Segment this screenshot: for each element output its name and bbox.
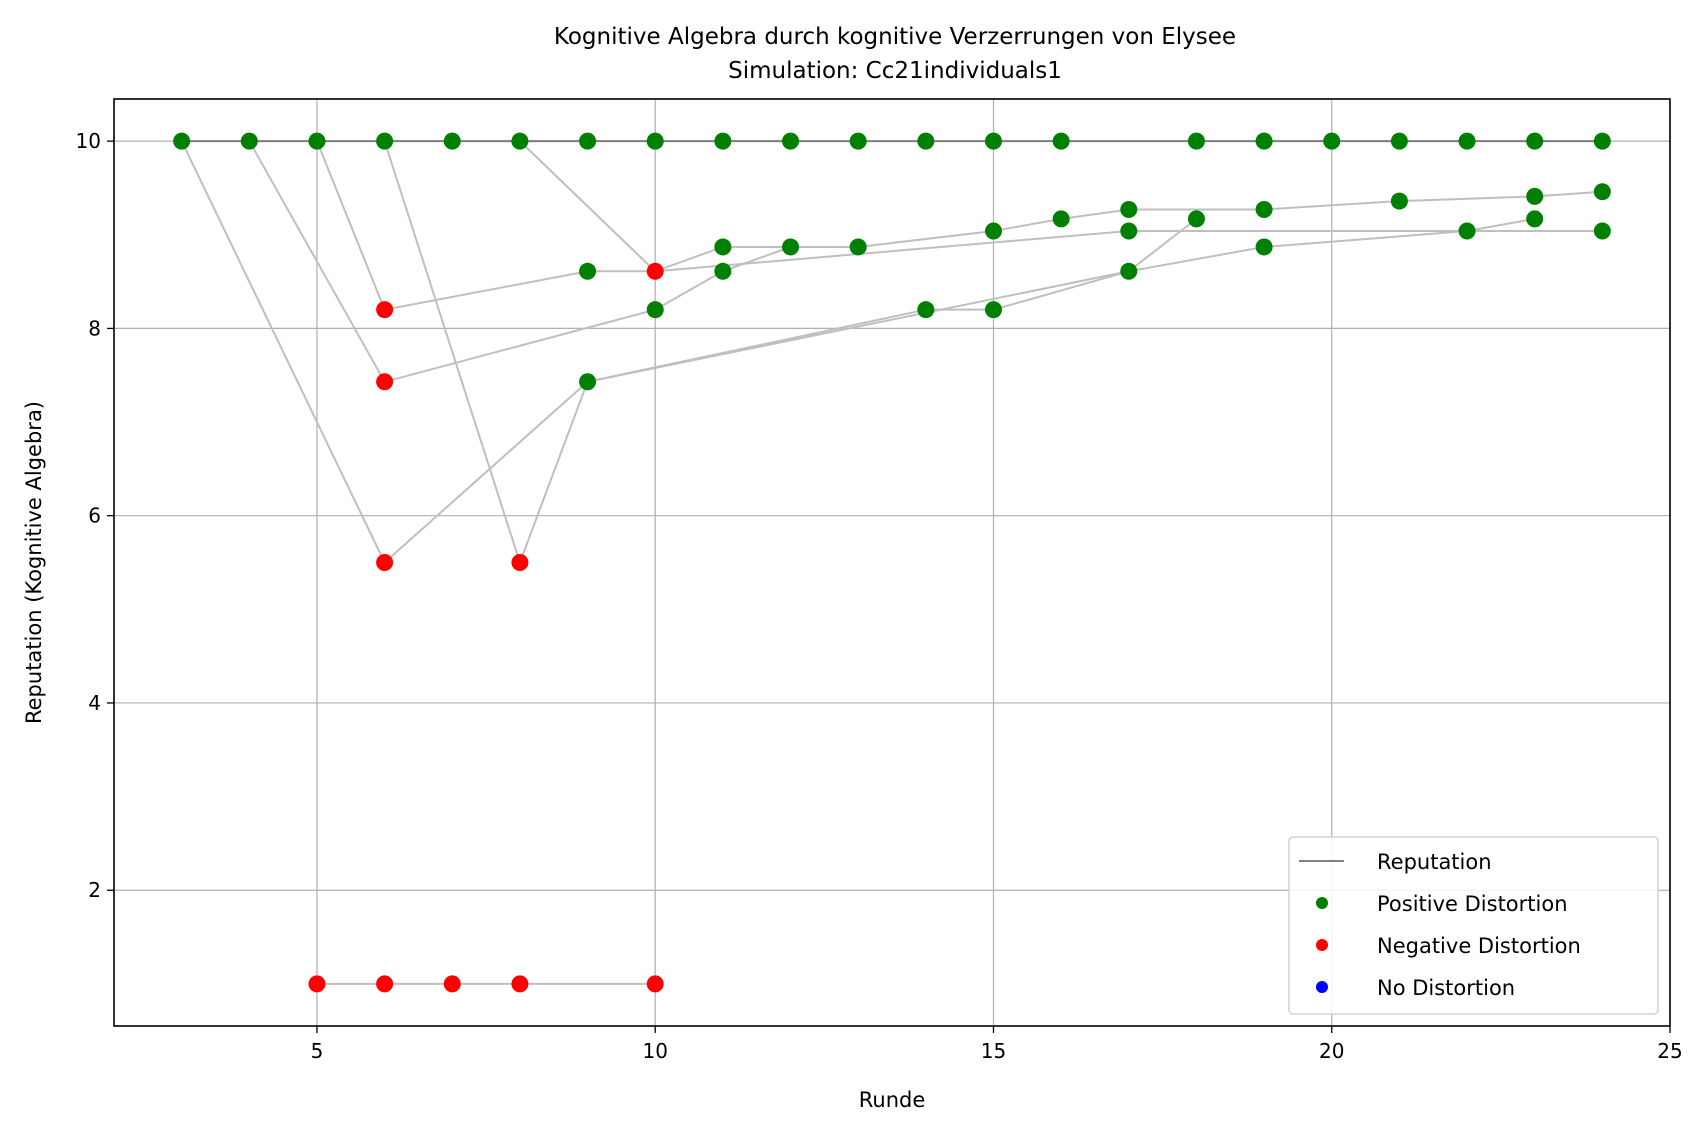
positive-distortion-point [1526, 210, 1544, 228]
plot-frame [113, 98, 1671, 1027]
legend-negative-distortion-swatch [1316, 939, 1328, 951]
y-tick-label: 4 [88, 691, 101, 715]
legend-no-distortion-swatch [1316, 981, 1328, 993]
negative-distortion-point [443, 975, 461, 993]
legend-box [1288, 836, 1659, 1015]
positive-distortion-point [579, 262, 597, 280]
y-tick-label: 8 [88, 316, 101, 340]
y-axis-label: Reputation (Kognitive Algebra) [22, 401, 46, 724]
positive-distortion-point [173, 132, 191, 150]
positive-distortion-point [1458, 132, 1476, 150]
positive-distortion-point [1255, 200, 1273, 218]
negative-distortion-point [376, 554, 394, 571]
positive-distortion-point [984, 222, 1002, 240]
connector-line [519, 140, 1603, 273]
positive-distortion-point [1120, 222, 1138, 240]
positive-distortion-point [1120, 262, 1138, 280]
x-axis-label: Runde [859, 1088, 926, 1112]
legend-reputation-label: Reputation [1377, 850, 1492, 874]
negative-distortion-point [376, 975, 394, 993]
positive-distortion-point [1593, 132, 1611, 150]
positive-distortion-point [1187, 210, 1205, 228]
positive-distortion-point [1458, 222, 1476, 240]
positive-distortion-point [714, 262, 732, 280]
positive-distortion-point [1120, 200, 1138, 218]
negative-distortion-point [376, 373, 394, 391]
negative-distortion-point [376, 301, 394, 319]
positive-distortion-point [1255, 132, 1273, 150]
x-tick-label: 10 [642, 1039, 667, 1063]
negative-distortion-point [646, 975, 664, 993]
connector-line [248, 140, 1603, 383]
positive-distortion-point [849, 238, 867, 256]
positive-distortion-point [511, 132, 529, 150]
positive-distortion-point [917, 301, 935, 319]
positive-distortion-point [1323, 132, 1341, 150]
negative-distortion-point [308, 975, 326, 993]
positive-distortion-point [714, 132, 732, 150]
positive-distortion-point [308, 132, 326, 150]
x-tick-label: 5 [311, 1039, 324, 1063]
negative-distortion-point [646, 262, 664, 280]
negative-distortion-point [511, 975, 529, 993]
x-axis-ticks: 5 10 15 20 25 [311, 1026, 1683, 1063]
legend-positive-distortion-swatch [1316, 897, 1328, 909]
positive-distortion-point [1052, 210, 1070, 228]
legend-negative-distortion-label: Negative Distortion [1377, 934, 1581, 958]
chart-subtitle: Simulation: Cc21individuals1 [728, 58, 1062, 84]
legend-no-distortion-label: No Distortion [1377, 976, 1515, 1000]
positive-distortion-point [1187, 132, 1205, 150]
positive-distortion-point [1255, 238, 1273, 256]
positive-distortion-point [646, 132, 664, 150]
negative-distortion-point [511, 554, 529, 571]
positive-distortion-point [646, 301, 664, 319]
positive-distortion-point [1526, 132, 1544, 150]
positive-distortion-point [917, 132, 935, 150]
positive-distortion-point [782, 238, 800, 256]
positive-distortion-point [1052, 132, 1070, 150]
positive-distortion-point [376, 132, 394, 150]
positive-distortion-point [579, 373, 597, 391]
positive-distortion-point [240, 132, 258, 150]
positive-distortion-point [1390, 132, 1408, 150]
x-tick-label: 20 [1319, 1039, 1344, 1063]
legend: Reputation Positive Distortion Negative Di… [1288, 836, 1659, 1015]
positive-distortion-point [1390, 192, 1408, 210]
y-tick-label: 6 [88, 504, 101, 528]
chart-title: Kognitive Algebra durch kognitive Verzer… [554, 24, 1236, 50]
connector-line [316, 140, 791, 311]
x-tick-label: 25 [1657, 1039, 1682, 1063]
y-axis-ticks: 2 4 6 8 10 [76, 129, 114, 902]
y-tick-label: 10 [76, 129, 101, 153]
positive-distortion-point [1593, 222, 1611, 240]
x-tick-label: 15 [981, 1039, 1006, 1063]
legend-positive-distortion-label: Positive Distortion [1377, 892, 1568, 916]
positive-distortion-point [579, 132, 597, 150]
positive-distortion-point [443, 132, 461, 150]
positive-distortion-point [714, 238, 732, 256]
positive-distortion-point [849, 132, 867, 150]
positive-distortion-point [1526, 187, 1544, 205]
data-points [173, 132, 1611, 993]
positive-distortion-point [984, 132, 1002, 150]
connector-line [383, 140, 1198, 566]
positive-distortion-point [782, 132, 800, 150]
positive-distortion-point [1593, 183, 1611, 201]
positive-distortion-point [984, 301, 1002, 319]
y-tick-label: 2 [88, 878, 101, 902]
